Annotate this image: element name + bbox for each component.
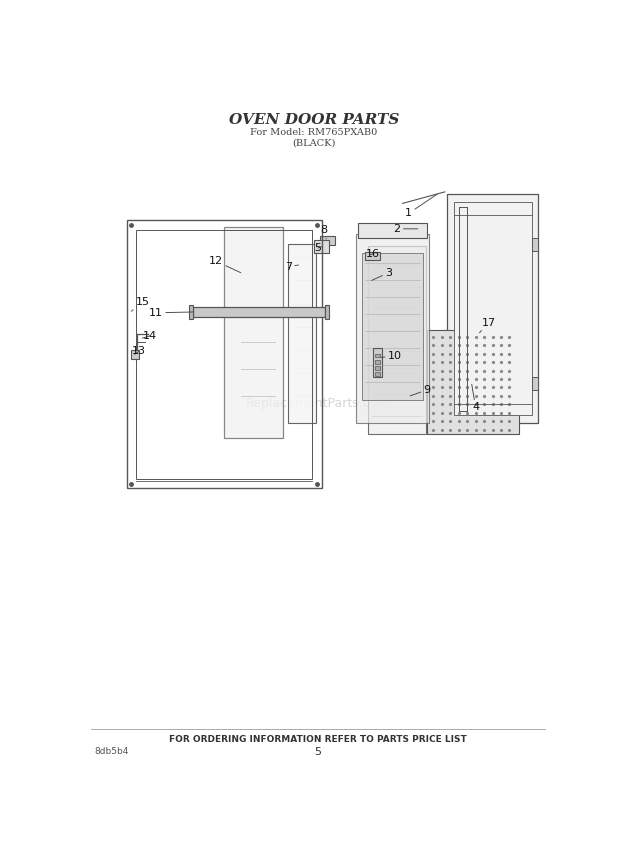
Text: 16: 16 (366, 249, 380, 259)
Polygon shape (447, 195, 538, 423)
Polygon shape (532, 238, 538, 251)
Text: For Model: RM765PXAB0: For Model: RM765PXAB0 (250, 128, 378, 137)
Text: ReplacementParts.com: ReplacementParts.com (246, 397, 390, 410)
Polygon shape (427, 331, 520, 435)
Text: 12: 12 (209, 257, 241, 273)
Polygon shape (288, 245, 316, 423)
Text: 17: 17 (479, 318, 496, 333)
Polygon shape (320, 236, 335, 245)
Text: 15: 15 (131, 297, 150, 311)
Polygon shape (374, 360, 380, 363)
Polygon shape (224, 226, 283, 438)
Text: 14: 14 (142, 331, 157, 341)
Polygon shape (374, 372, 380, 376)
Polygon shape (326, 305, 329, 319)
Text: 13: 13 (132, 346, 146, 356)
Polygon shape (374, 366, 380, 369)
Polygon shape (363, 253, 423, 400)
Polygon shape (454, 201, 532, 415)
Polygon shape (131, 350, 139, 359)
Text: FOR ORDERING INFORMATION REFER TO PARTS PRICE LIST: FOR ORDERING INFORMATION REFER TO PARTS … (169, 734, 467, 744)
Polygon shape (314, 240, 329, 253)
Text: 3: 3 (371, 268, 392, 281)
Text: 8: 8 (321, 226, 327, 238)
Text: 11: 11 (149, 307, 193, 318)
Text: 4: 4 (472, 384, 479, 412)
Text: 5: 5 (314, 746, 321, 757)
Text: 8db5b4: 8db5b4 (94, 747, 129, 756)
Polygon shape (193, 307, 326, 318)
Text: OVEN DOOR PARTS: OVEN DOOR PARTS (229, 114, 399, 127)
Text: 7: 7 (285, 262, 298, 271)
Polygon shape (374, 354, 380, 357)
Text: (BLACK): (BLACK) (292, 139, 335, 148)
Polygon shape (373, 348, 382, 376)
Text: 5: 5 (314, 243, 322, 253)
Text: 9: 9 (410, 385, 431, 396)
Polygon shape (356, 234, 430, 423)
Polygon shape (189, 305, 193, 319)
Text: 10: 10 (381, 351, 402, 361)
Text: 2: 2 (394, 224, 418, 234)
Polygon shape (365, 252, 380, 260)
Polygon shape (358, 223, 427, 238)
Polygon shape (532, 376, 538, 390)
Polygon shape (368, 245, 425, 435)
Text: 1: 1 (405, 195, 437, 219)
